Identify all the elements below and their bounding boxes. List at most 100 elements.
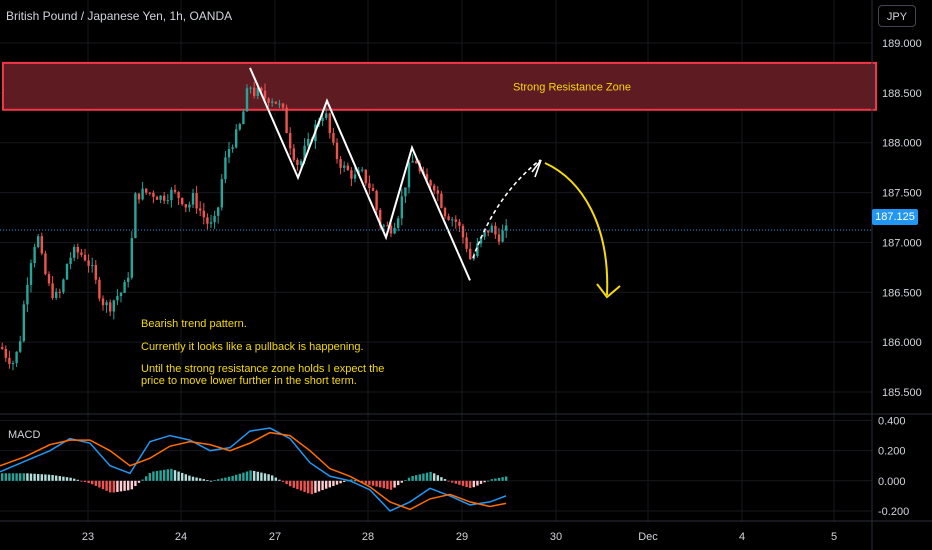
note-line-2: Currently it looks like a pullback is ha… (141, 341, 364, 353)
candle-body-69 (249, 87, 252, 89)
candle-body-49 (177, 191, 180, 198)
candle-body-5 (19, 341, 22, 352)
macd-hist-bar-68 (245, 471, 249, 481)
macd-hist-bar-117 (422, 473, 425, 481)
macd-hist-bar-47 (170, 468, 173, 481)
candle-body-24 (87, 260, 90, 266)
macd-hist-bar-6 (22, 473, 25, 481)
candle-body-16 (58, 291, 61, 293)
price-tick-2: 188.000 (882, 138, 922, 150)
macd-hist-bar-50 (181, 472, 184, 481)
macd-hist-bar-57 (206, 479, 209, 481)
time-tick-3: 28 (362, 531, 374, 543)
candle-body-111 (400, 196, 403, 219)
candle-body-18 (65, 263, 69, 280)
candle-body-75 (271, 101, 274, 103)
candle-body-119 (429, 180, 432, 186)
candle-body-43 (155, 196, 159, 200)
macd-hist-bar-72 (260, 472, 263, 481)
time-tick-1: 24 (175, 531, 187, 543)
candle-body-65 (235, 129, 238, 148)
macd-hist-bar-1 (4, 473, 7, 481)
candle-body-12 (44, 253, 47, 275)
candle-body-56 (202, 210, 205, 218)
macd-hist-bar-115 (415, 475, 418, 481)
candle-body-71 (256, 87, 259, 97)
macd-hist-bar-52 (188, 475, 191, 481)
macd-hist-bar-129 (465, 480, 468, 487)
candle-body-68 (245, 88, 249, 112)
macd-hist-bar-83 (299, 480, 303, 491)
macd-hist-bar-30 (109, 480, 112, 493)
macd-hist-bar-19 (69, 477, 72, 481)
candle-body-80 (289, 133, 292, 149)
macd-hist-bar-22 (80, 480, 83, 482)
trend-drawings (249, 67, 621, 299)
macd-hist-bar-109 (393, 480, 396, 488)
macd-hist-bar-125 (451, 480, 454, 483)
macd-tick-0: 0.400 (878, 416, 906, 428)
macd-hist-bar-58 (209, 480, 213, 482)
macd-hist-bar-26 (94, 480, 97, 486)
candle-body-128 (461, 225, 465, 238)
macd-hist-bar-103 (371, 480, 375, 486)
candle-body-27 (98, 279, 101, 299)
candle-body-109 (393, 227, 396, 234)
macd-tick-1: 0.200 (878, 446, 906, 458)
candle-body-4 (15, 351, 18, 364)
macd-hist-bar-140 (505, 476, 508, 481)
macd-hist-bar-53 (191, 476, 195, 481)
macd-hist-bar-136 (490, 479, 493, 481)
macd-hist-bar-94 (339, 480, 342, 484)
macd-hist-bar-35 (127, 480, 130, 491)
zigzag-pattern (249, 67, 471, 281)
candle-body-20 (73, 246, 76, 258)
time-tick-0: 23 (82, 531, 94, 543)
macd-hist-bar-31 (112, 480, 115, 493)
macd-hist-bar-15 (55, 475, 58, 481)
macd-hist-bar-44 (159, 470, 162, 481)
candle-body-76 (274, 101, 277, 104)
candle-body-108 (389, 225, 393, 234)
macd-hist-bar-17 (62, 476, 65, 481)
currency-button[interactable]: JPY (878, 5, 916, 27)
macd-hist-bar-84 (303, 480, 306, 492)
candle-body-7 (26, 284, 29, 305)
macd-hist-bar-16 (58, 476, 61, 481)
macd-hist-bar-32 (116, 480, 119, 492)
candle-body-72 (260, 87, 263, 91)
macd-hist-bar-93 (335, 480, 339, 485)
candle-body-26 (94, 265, 97, 280)
macd-hist-bar-86 (310, 480, 313, 495)
candle-body-14 (51, 283, 54, 299)
candle-body-31 (112, 300, 115, 312)
candle-body-42 (152, 192, 155, 197)
candle-body-78 (281, 103, 285, 108)
macd-hist-bar-43 (155, 470, 159, 481)
candle-body-13 (47, 274, 51, 284)
macd-hist-bar-37 (134, 480, 137, 487)
candle-body-127 (458, 221, 461, 226)
macd-line (0, 427, 507, 512)
candle-body-84 (303, 145, 306, 161)
candle-body-115 (415, 161, 418, 164)
macd-hist-bar-98 (353, 480, 357, 482)
time-tick-4: 29 (456, 531, 468, 543)
macd-hist-bar-100 (361, 480, 364, 483)
candle-body-55 (199, 208, 202, 211)
macd-panel: 0.400 0.200 0.000 -0.200 (0, 416, 909, 518)
macd-hist-bar-127 (458, 480, 461, 485)
candle-body-48 (173, 189, 177, 192)
candle-body-59 (213, 215, 216, 223)
macd-hist-bar-7 (26, 473, 29, 481)
macd-hist-bar-14 (51, 474, 54, 481)
macd-hist-bar-24 (87, 480, 90, 484)
macd-hist-bar-48 (173, 470, 177, 481)
time-tick-5: 30 (550, 531, 562, 543)
candle-body-11 (40, 236, 43, 254)
macd-hist-bar-40 (145, 476, 148, 481)
macd-hist-bar-29 (105, 480, 108, 491)
note-line-1: Bearish trend pattern. (141, 318, 247, 330)
macd-hist-bar-139 (501, 477, 504, 481)
candle-body-50 (181, 197, 184, 205)
